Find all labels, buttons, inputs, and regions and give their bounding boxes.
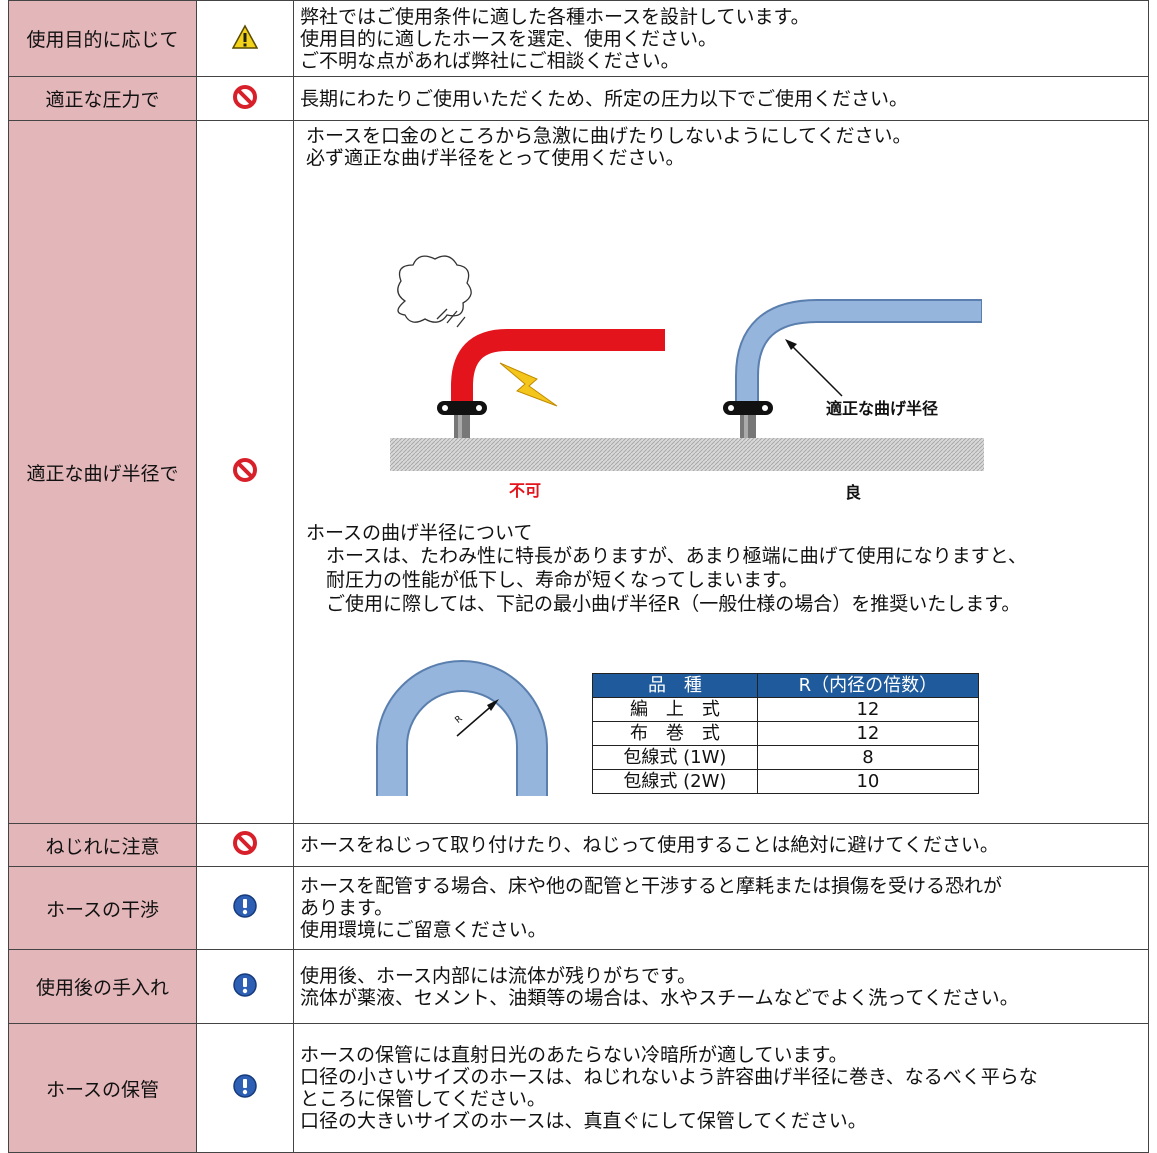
note-heading: ホースの曲げ半径について	[306, 522, 533, 544]
icon-prohibition	[233, 458, 257, 482]
table-cell: 包線式 (1W)	[592, 745, 758, 770]
content-line: 弊社ではご使用条件に適した各種ホースを設計しています。	[300, 5, 810, 28]
row-content: 弊社ではご使用条件に適した各種ホースを設計しています。 使用目的に適したホースを選…	[293, 0, 1149, 77]
table-cell: 編 上 式	[592, 697, 758, 722]
table-row: ねじれに注意 ホースをねじって取り付けたり、ねじって使用することは絶対に避けてくだ…	[8, 823, 1149, 867]
table-row: 適正な圧力で 長期にわたりご使用いただくため、所定の圧力以下でご使用ください。	[8, 76, 1149, 121]
row-label: 適正な圧力で	[8, 76, 197, 121]
radius-table-row: 布 巻 式 12	[592, 721, 980, 746]
row-content: ホースをねじって取り付けたり、ねじって使用することは絶対に避けてください。	[293, 823, 1149, 867]
row-content: ホースを口金のところから急激に曲げたりしないようにしてください。 必ず適正な曲げ半…	[293, 120, 1149, 824]
row-label-text: ねじれに注意	[45, 835, 160, 858]
label-good: 良	[845, 483, 862, 502]
label-bad: 不可	[509, 481, 542, 500]
radius-table-row: 包線式 (1W) 8	[592, 745, 980, 770]
row-label: ホースの保管	[8, 1023, 197, 1153]
table-cell: 12	[756, 697, 980, 722]
radius-table-row: 編 上 式 12	[592, 697, 980, 722]
row-label-text: 適正な曲げ半径で	[26, 462, 179, 485]
content-line: 長期にわたりご使用いただくため、所定の圧力以下でご使用ください。	[300, 87, 909, 110]
table-cell: 12	[756, 721, 980, 746]
table-row: 使用目的に応じて 弊社ではご使用条件に適した各種ホースを設計しています。 使用目的に…	[8, 0, 1149, 77]
icon-cell	[196, 866, 294, 950]
table-row: ホースの保管 ホースの保管には直射日光のあたらない冷暗所が適しています。 口径の小さ…	[8, 1023, 1149, 1153]
content-line: 流体が薬液、セメント、油類等の場合は、水やスチームなどでよく洗ってください。	[300, 986, 1019, 1009]
content-line: 使用後、ホース内部には流体が残りがちです。	[300, 964, 697, 987]
table-cell: 10	[756, 769, 980, 794]
content-line: 使用目的に適したホースを選定、使用ください。	[300, 27, 718, 50]
content-line: 口径の小さいサイズのホースは、ねじれないよう許容曲げ半径に巻き、なるべく平らな	[300, 1066, 1038, 1088]
content-line: ホースを配管する場合、床や他の配管と干渉すると摩耗または損傷を受ける恐れが	[300, 875, 1003, 897]
content-line: ホースをねじって取り付けたり、ねじって使用することは絶対に避けてください。	[300, 834, 999, 856]
label-radius: 適正な曲げ半径	[826, 399, 939, 418]
content-line: あります。	[300, 897, 394, 919]
row-content: 長期にわたりご使用いただくため、所定の圧力以下でご使用ください。	[293, 76, 1149, 121]
icon-prohibition	[233, 84, 257, 109]
content-line: 口径の大きいサイズのホースは、真直ぐにして保管してください。	[300, 1110, 867, 1132]
icon-cell	[196, 949, 294, 1024]
icon-prohibition	[233, 831, 257, 855]
row-label-text: ホースの保管	[45, 1078, 160, 1101]
table-row: 使用後の手入れ 使用後、ホース内部には流体が残りがちです。 流体が薬液、セメント、油…	[8, 949, 1149, 1024]
note-line: 耐圧力の性能が低下し、寿命が短くなってしまいます。	[326, 569, 799, 591]
note-line: ご使用に際しては、下記の最小曲げ半径R（一般仕様の場合）を推奨いたします。	[326, 593, 1021, 615]
row-label: 適正な曲げ半径で	[8, 120, 197, 824]
hose-figure	[376, 255, 984, 796]
content-line: 使用環境にご留意ください。	[300, 919, 547, 941]
icon-cell	[196, 0, 294, 77]
table-cell: 布 巻 式	[592, 721, 758, 746]
content-line: ご不明な点があれば弊社にご相談ください。	[300, 49, 680, 72]
row-label-text: 使用後の手入れ	[35, 977, 169, 999]
row-label: ホースの干渉	[8, 866, 197, 950]
row-label-text: 適正な圧力で	[45, 89, 160, 111]
icon-caution	[231, 23, 259, 49]
table-row: 適正な曲げ半径で ホースを口金のところから急激に曲げたりしないようにしてください。…	[8, 120, 1149, 824]
icon-notice	[233, 894, 257, 918]
row-label: ねじれに注意	[8, 823, 197, 867]
figure-area: ホースを口金のところから急激に曲げたりしないようにしてください。 必ず適正な曲げ半…	[300, 121, 1155, 823]
content-line: ホースを口金のところから急激に曲げたりしないようにしてください。	[306, 125, 912, 147]
row-label: 使用後の手入れ	[8, 949, 197, 1024]
row-content: ホースを配管する場合、床や他の配管と干渉すると摩耗または損傷を受ける恐れが ありま…	[293, 866, 1149, 950]
row-label-text: ホースの干渉	[45, 898, 160, 921]
caution-table: 使用目的に応じて 弊社ではご使用条件に適した各種ホースを設計しています。 使用目的に…	[8, 0, 1149, 1153]
content-line: ところに保管してください。	[300, 1088, 546, 1110]
icon-cell	[196, 76, 294, 121]
icon-notice	[233, 972, 257, 997]
icon-cell	[196, 120, 294, 824]
row-label-text: 使用目的に応じて	[26, 29, 179, 51]
icon-notice	[233, 1074, 257, 1098]
radius-table-row: 包線式 (2W) 10	[592, 769, 980, 794]
row-label: 使用目的に応じて	[8, 0, 197, 77]
header-cell: 品 種	[592, 673, 758, 698]
note-line: ホースは、たわみ性に特長がありますが、あまり極端に曲げて使用になりますと、	[326, 545, 1027, 567]
radius-table-header: 品 種 R（内径の倍数）	[592, 673, 980, 698]
row-content: ホースの保管には直射日光のあたらない冷暗所が適しています。 口径の小さいサイズのホ…	[293, 1023, 1149, 1153]
table-cell: 8	[756, 745, 980, 770]
content-line: ホースの保管には直射日光のあたらない冷暗所が適しています。	[300, 1044, 848, 1066]
row-content: 使用後、ホース内部には流体が残りがちです。 流体が薬液、セメント、油類等の場合は、…	[293, 949, 1149, 1024]
icon-cell	[196, 1023, 294, 1153]
radius-table: 品 種 R（内径の倍数）編 上 式 12 布 巻 式 12 包線式 (1W) 8 包線式 (2…	[592, 673, 980, 794]
content-line: 必ず適正な曲げ半径をとって使用ください。	[306, 147, 685, 169]
header-cell: R（内径の倍数）	[756, 673, 980, 698]
icon-cell	[196, 823, 294, 867]
table-row: ホースの干渉 ホースを配管する場合、床や他の配管と干渉すると摩耗または損傷を受ける…	[8, 866, 1149, 950]
table-cell: 包線式 (2W)	[592, 769, 758, 794]
